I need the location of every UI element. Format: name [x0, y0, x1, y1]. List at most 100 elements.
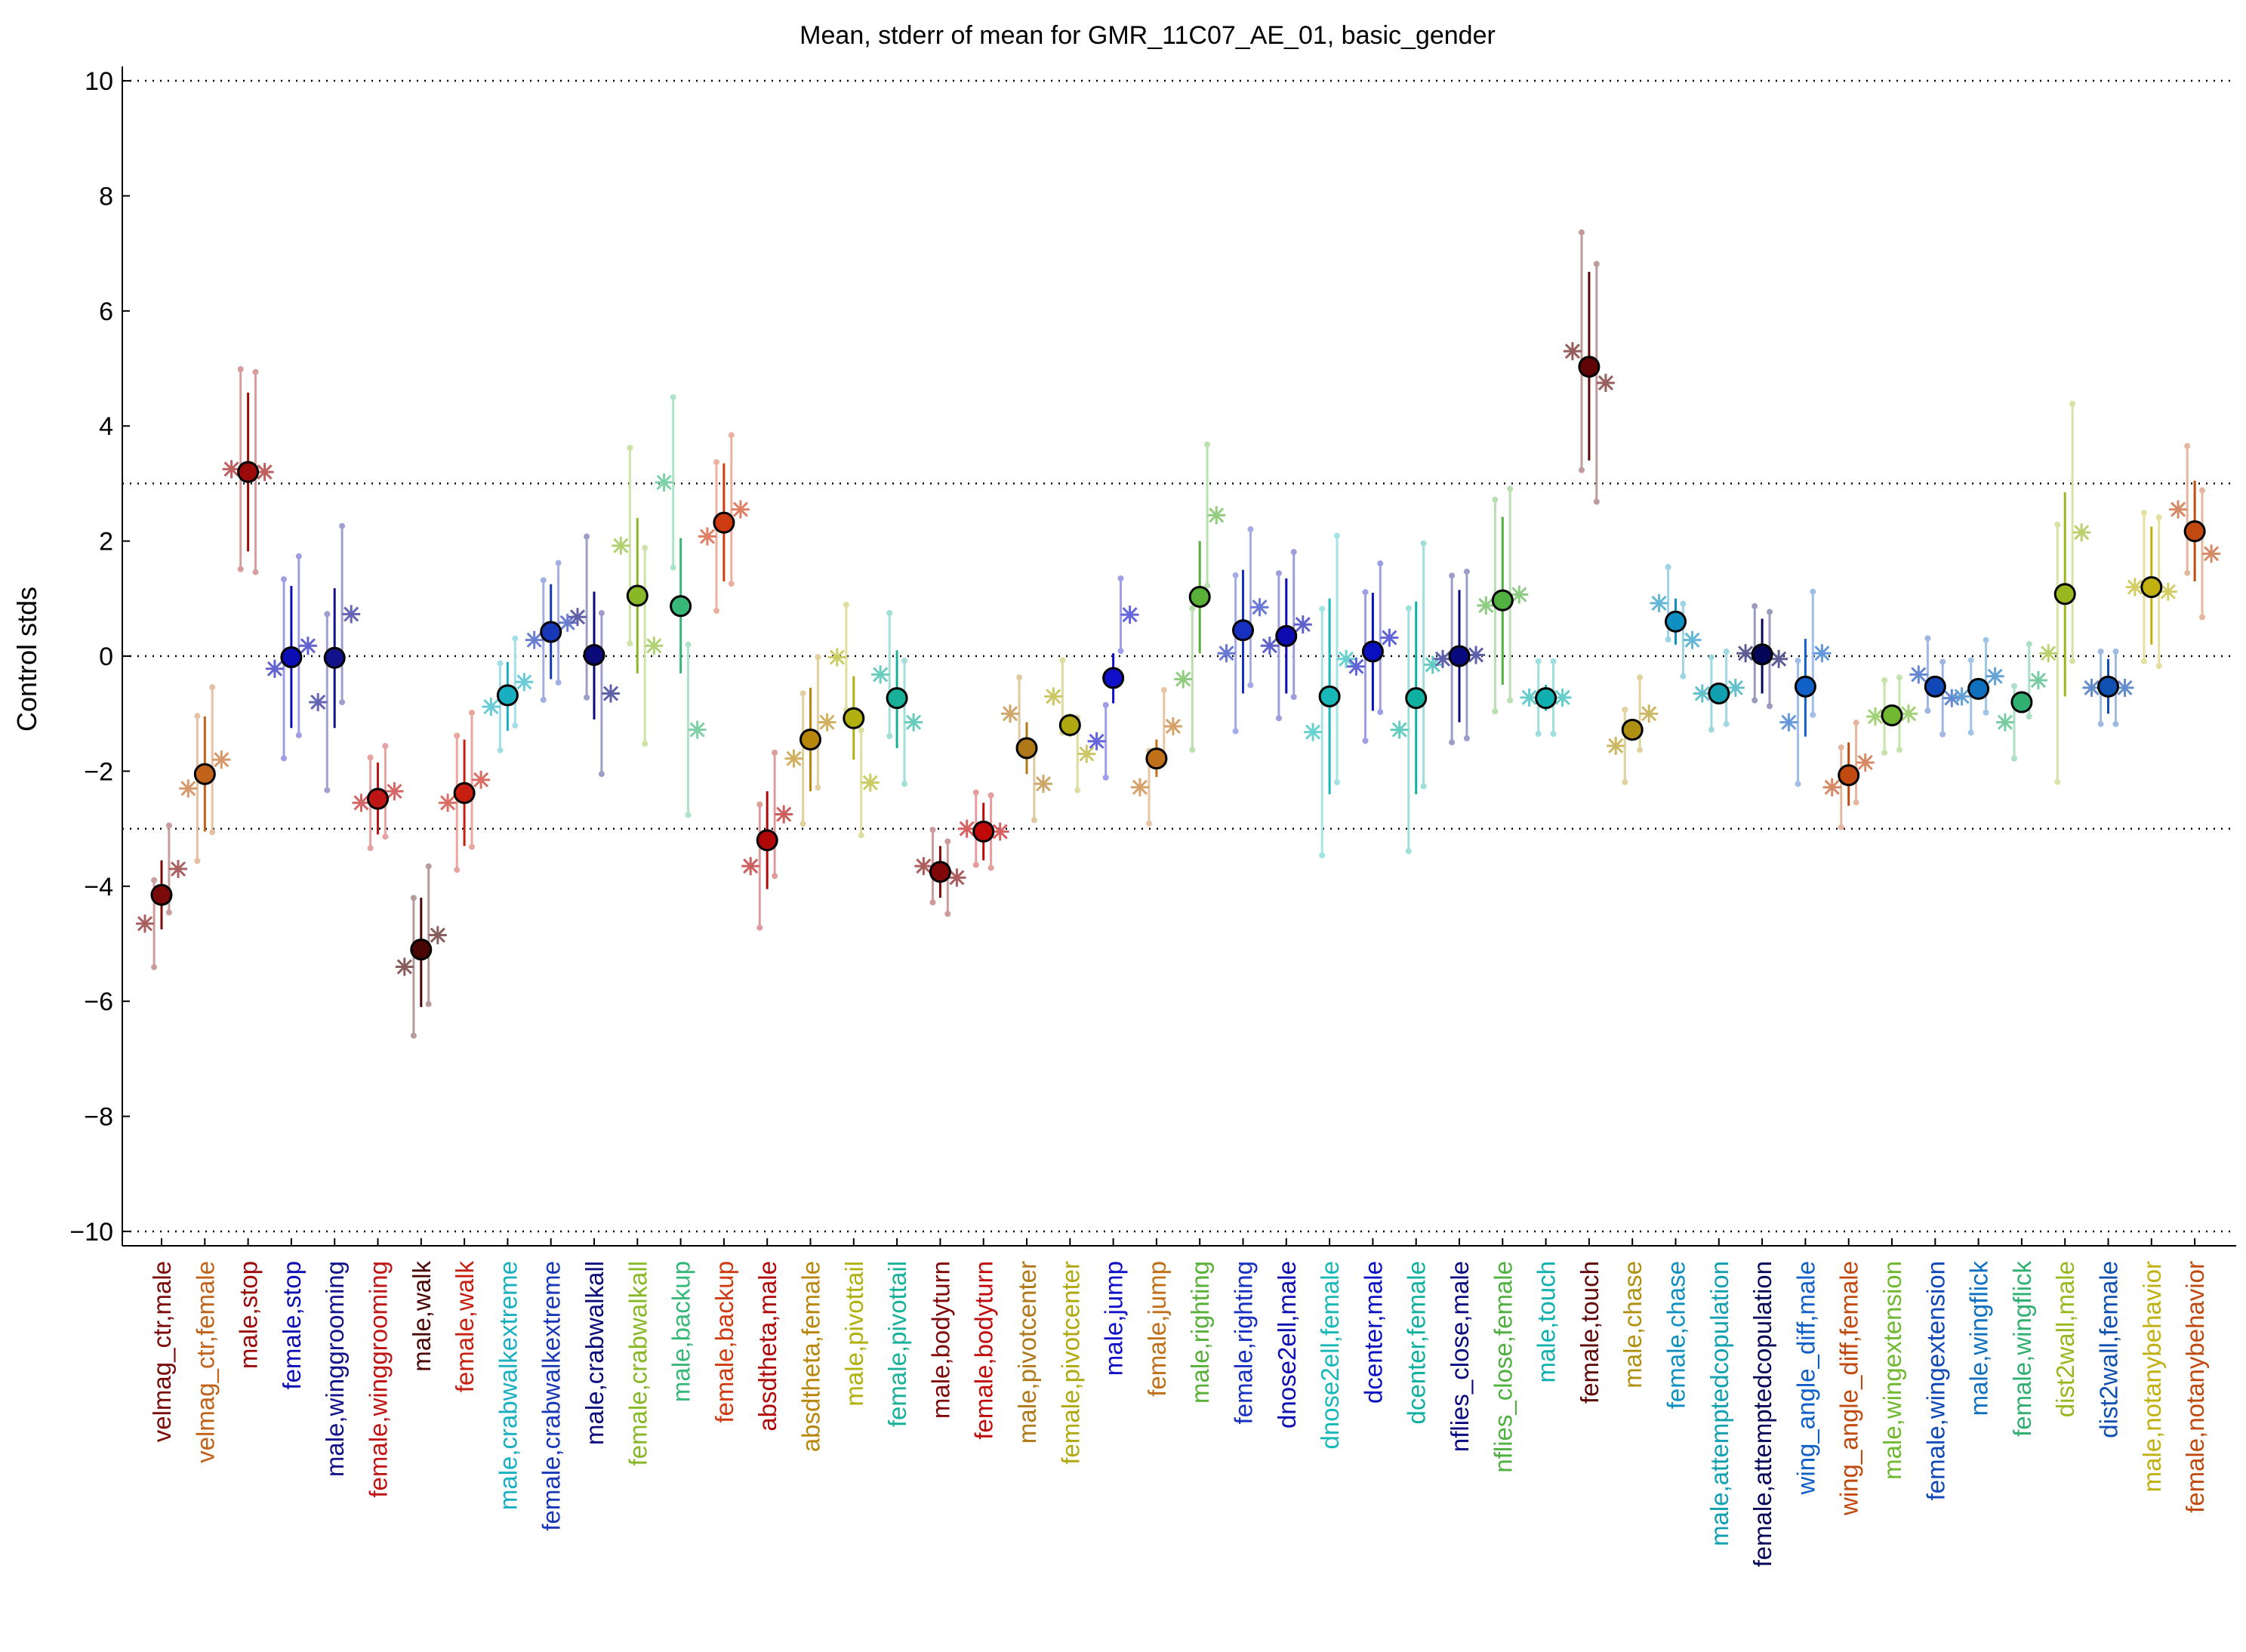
- experiment-dot: [1795, 658, 1801, 664]
- experiment-marker: [298, 636, 317, 655]
- category-label: male,pivottail: [840, 1261, 868, 1407]
- experiment-dot: [627, 640, 633, 647]
- x-axis-ticks: [161, 1238, 2196, 1246]
- category-label: wing_angle_diff,female: [1835, 1261, 1863, 1516]
- experiment-dot: [1881, 750, 1888, 757]
- experiment-dot: [1362, 738, 1369, 744]
- experiment-marker: [1260, 636, 1279, 655]
- y-axis-ticks: −10 −8 −6 −4 −2 0 2 4 6 8 10: [69, 67, 130, 1247]
- experiment-dot: [1767, 609, 1773, 615]
- experiment-dot: [1680, 600, 1687, 607]
- experiment-marker: [352, 794, 371, 812]
- experiment-marker: [2202, 544, 2221, 563]
- experiment-markers: [136, 342, 2221, 976]
- experiment-dot: [1896, 674, 1902, 681]
- category-label: female,notanybehavior: [2181, 1261, 2209, 1513]
- y-tick-label: −8: [84, 1103, 113, 1132]
- mean-marker: [1145, 747, 1168, 770]
- experiment-marker: [222, 460, 241, 479]
- mean-marker: [1967, 677, 1990, 700]
- experiment-dot: [944, 838, 951, 845]
- mean-marker: [1232, 619, 1254, 642]
- mean-marker: [1881, 704, 1903, 726]
- experiment-dot: [1795, 781, 1801, 787]
- experiment-dot: [1593, 498, 1600, 505]
- experiment-dot: [1405, 605, 1412, 612]
- experiment-dot: [1708, 726, 1715, 733]
- experiment-dot: [1492, 708, 1499, 715]
- category-label: female,pivotcenter: [1056, 1261, 1084, 1465]
- experiment-dot: [339, 699, 346, 706]
- mean-marker: [2140, 576, 2163, 599]
- experiment-dot: [642, 740, 649, 747]
- mean-marker: [2097, 675, 2119, 698]
- experiment-dot: [1420, 783, 1427, 790]
- experiment-dot: [497, 747, 504, 754]
- mean-marker: [496, 684, 519, 707]
- mean-marker: [1578, 356, 1601, 378]
- y-tick-label: −2: [84, 757, 113, 786]
- experiment-dot: [2011, 755, 2017, 762]
- experiment-marker: [947, 868, 966, 887]
- experiment-marker: [1087, 732, 1106, 750]
- experiment-marker: [1693, 684, 1711, 703]
- experiment-dot: [901, 781, 907, 787]
- category-label: female,wingextension: [1921, 1261, 1949, 1500]
- experiment-dot: [642, 544, 649, 551]
- experiment-dot: [295, 732, 302, 738]
- category-label: female,crabwalkextreme: [538, 1261, 565, 1531]
- experiment-dot: [1550, 730, 1557, 737]
- experiment-dot: [1924, 635, 1931, 642]
- experiment-dot: [1334, 779, 1340, 786]
- experiment-marker: [827, 648, 846, 667]
- experiment-marker: [179, 779, 198, 798]
- experiment-marker: [1477, 596, 1496, 615]
- experiment-dot: [165, 909, 172, 916]
- experiment-dot: [1723, 720, 1730, 727]
- experiment-dot: [1967, 657, 1974, 664]
- category-label: male,chase: [1619, 1261, 1647, 1388]
- experiment-dot: [2069, 658, 2076, 664]
- mean-marker: [843, 707, 865, 729]
- mean-marker: [2183, 520, 2206, 543]
- experiment-dot: [886, 732, 893, 739]
- experiment-dot: [1507, 485, 1514, 492]
- category-label: male,winggrooming: [321, 1261, 349, 1477]
- mean-marker: [1924, 675, 1946, 698]
- experiment-dot: [972, 861, 979, 868]
- mean-marker: [1188, 586, 1211, 609]
- experiment-dot: [1810, 711, 1816, 718]
- experiment-dot: [987, 865, 994, 871]
- experiment-dot: [1939, 731, 1946, 738]
- y-tick-label: −4: [84, 873, 113, 902]
- experiment-marker: [385, 782, 404, 801]
- experiment-marker: [1813, 644, 1832, 663]
- category-label: male,walk: [408, 1261, 436, 1372]
- experiment-marker: [904, 713, 923, 732]
- experiment-marker: [957, 819, 976, 838]
- experiment-dot: [2097, 720, 2104, 727]
- experiment-dot: [194, 713, 201, 720]
- mean-marker: [323, 646, 346, 669]
- category-label: male,wingflick: [1965, 1261, 1993, 1416]
- experiment-marker: [558, 613, 577, 632]
- mean-marker: [1794, 675, 1816, 698]
- experiment-dot: [382, 834, 389, 840]
- error-bars: [151, 229, 2205, 1039]
- category-label: female,bodyturn: [970, 1261, 998, 1440]
- experiment-marker: [1337, 649, 1356, 668]
- experiment-dot: [843, 601, 849, 608]
- category-label: male,backup: [667, 1261, 695, 1402]
- experiment-dot: [2140, 510, 2147, 516]
- mean-markers: [150, 356, 2206, 961]
- category-label: male,crabwalkall: [581, 1261, 608, 1445]
- category-label: male,jump: [1100, 1261, 1128, 1376]
- mean-marker: [1838, 764, 1860, 787]
- category-label: female,crabwalkall: [624, 1261, 652, 1466]
- experiment-dot: [2054, 778, 2061, 785]
- experiment-marker: [645, 636, 664, 655]
- experiment-dot: [670, 394, 676, 401]
- experiment-dot: [2069, 400, 2076, 407]
- experiment-dot: [1665, 636, 1671, 643]
- mean-marker: [1102, 667, 1125, 689]
